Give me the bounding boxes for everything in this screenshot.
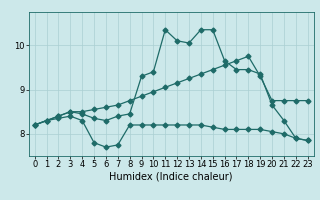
X-axis label: Humidex (Indice chaleur): Humidex (Indice chaleur) bbox=[109, 172, 233, 182]
